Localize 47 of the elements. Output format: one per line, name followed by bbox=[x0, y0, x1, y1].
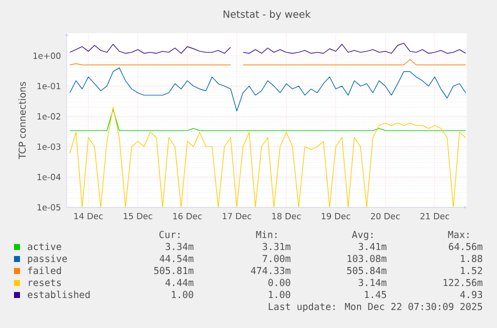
legend-label: passive bbox=[28, 254, 67, 264]
text: Min: bbox=[256, 230, 276, 238]
text: 103.08m bbox=[348, 254, 386, 262]
text: 64.56m bbox=[448, 242, 482, 250]
text: Max: bbox=[448, 231, 468, 238]
text: 1.88 bbox=[460, 254, 482, 262]
line-series bbox=[69, 106, 466, 208]
text: Last update: Mon Dec 22 07:30:09 2025 bbox=[268, 302, 482, 312]
text: 505.84m bbox=[347, 266, 386, 274]
text: 1.00 bbox=[268, 290, 290, 298]
text: 3.14m bbox=[358, 278, 386, 286]
y-axis-title: TCP connections bbox=[18, 82, 26, 160]
text: 3.31m bbox=[262, 242, 290, 250]
legend-label: failed bbox=[28, 266, 61, 274]
x-tick-label: 21 Dec bbox=[420, 212, 450, 220]
x-tick-label: 18 Dec bbox=[272, 212, 301, 220]
text: 3.34m bbox=[166, 242, 194, 250]
x-tick-label: 19 Dec bbox=[322, 212, 350, 220]
text: 3.41m bbox=[358, 242, 386, 250]
text: 4.93 bbox=[460, 290, 482, 298]
text: 7.00m bbox=[262, 254, 290, 262]
x-tick-label: 15 Dec bbox=[124, 212, 152, 220]
y-tick-label: 1e-02 bbox=[38, 113, 60, 120]
y-tick-label: 1e+00 bbox=[34, 52, 60, 59]
text: 0.00 bbox=[268, 278, 290, 286]
y-tick-label: 1e-05 bbox=[38, 204, 60, 211]
legend-label: active bbox=[28, 242, 62, 250]
text: 474.33m bbox=[250, 266, 290, 274]
x-tick-label: 14 Dec bbox=[74, 212, 103, 220]
y-tick-label: 1e-04 bbox=[38, 174, 61, 180]
text: 44.54m bbox=[160, 255, 194, 262]
text: 1.00 bbox=[172, 290, 194, 298]
y-tick-label: 1e-01 bbox=[38, 82, 60, 90]
legend-label: resets bbox=[28, 279, 61, 286]
text: 122.56m bbox=[444, 278, 482, 286]
text: 505.81m bbox=[154, 266, 194, 274]
chart-title: Netstat - by week bbox=[224, 10, 311, 20]
text: 1.45 bbox=[364, 291, 386, 298]
text: Avg: bbox=[352, 231, 372, 240]
y-tick-label: 1e-03 bbox=[38, 143, 60, 150]
x-tick-label: 16 Dec bbox=[173, 212, 202, 220]
x-tick-label: 17 Dec bbox=[222, 212, 252, 220]
legend-label: established bbox=[28, 290, 90, 298]
text: Cur: bbox=[159, 230, 180, 238]
text: 4.44m bbox=[165, 279, 194, 286]
text: 1.52 bbox=[460, 266, 482, 274]
x-tick-label: 20 Dec bbox=[370, 212, 400, 220]
